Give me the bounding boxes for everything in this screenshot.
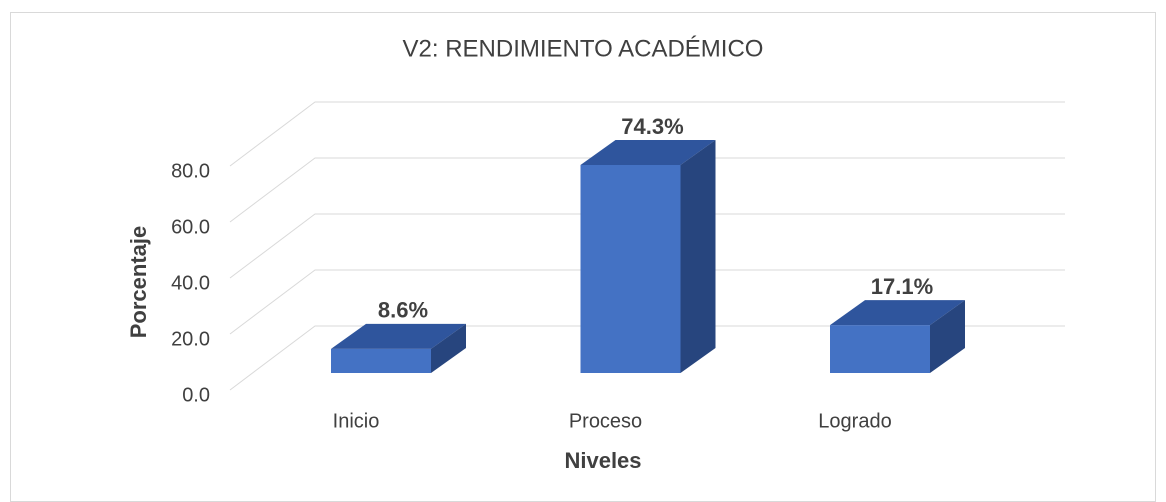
bar-top bbox=[830, 300, 965, 326]
bar-front bbox=[830, 325, 930, 373]
grid-line bbox=[229, 101, 1065, 167]
grid-line bbox=[229, 213, 1065, 279]
y-tick-label: 80.0 bbox=[171, 160, 210, 182]
value-label: 8.6% bbox=[378, 298, 428, 323]
chart-title: V2: RENDIMIENTO ACADÉMICO bbox=[403, 35, 764, 62]
bar-front bbox=[580, 164, 681, 373]
y-tick-label: 60.0 bbox=[171, 216, 210, 238]
bar-side bbox=[431, 323, 466, 373]
grid-line bbox=[229, 269, 1065, 335]
bar-front bbox=[331, 348, 431, 373]
x-tick-label: Proceso bbox=[569, 410, 642, 432]
y-axis-label: Porcentaje bbox=[126, 226, 151, 339]
x-axis-label: Niveles bbox=[564, 448, 641, 473]
value-label: 74.3% bbox=[621, 114, 683, 139]
bar-side bbox=[680, 139, 716, 373]
bar-top bbox=[331, 323, 466, 349]
x-tick-label: Inicio bbox=[333, 410, 380, 432]
bar-top bbox=[580, 139, 716, 165]
grid-line bbox=[229, 157, 1065, 223]
x-tick-label: Logrado bbox=[818, 410, 891, 432]
y-tick-label: 20.0 bbox=[171, 328, 210, 350]
y-tick-label: 0.0 bbox=[182, 384, 210, 406]
y-tick-label: 40.0 bbox=[171, 272, 210, 294]
bar-side bbox=[930, 300, 965, 373]
value-label: 17.1% bbox=[871, 274, 933, 299]
grid-line bbox=[229, 325, 1065, 391]
